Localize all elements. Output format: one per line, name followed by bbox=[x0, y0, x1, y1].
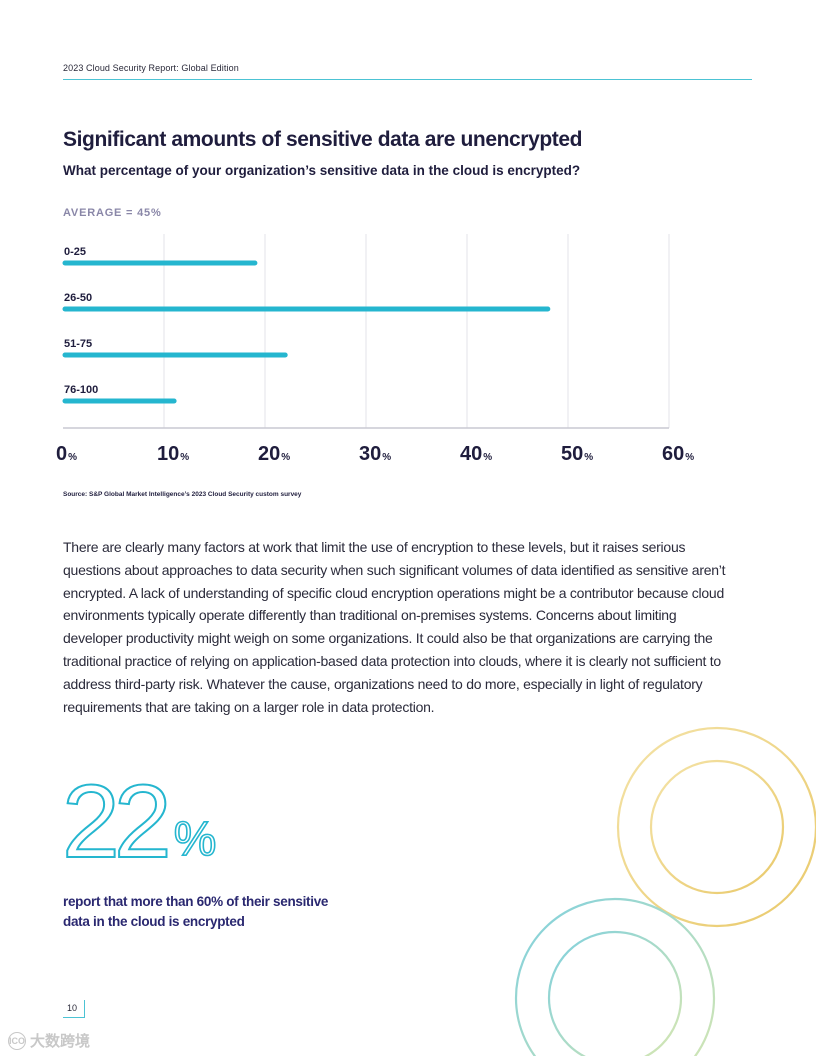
report-header: 2023 Cloud Security Report: Global Editi… bbox=[63, 63, 239, 73]
tick-label: 50% bbox=[561, 443, 593, 465]
stat-caption: report that more than 60% of their sensi… bbox=[63, 894, 329, 929]
body-paragraph: There are clearly many factors at work t… bbox=[63, 539, 726, 715]
bar-label: 0-25 bbox=[64, 246, 86, 258]
stat-value: 22 bbox=[61, 764, 173, 880]
tick-label: 40% bbox=[460, 443, 492, 465]
bar-label: 51-75 bbox=[64, 338, 92, 350]
tick-label: 30% bbox=[359, 443, 391, 465]
page-number: 10 bbox=[63, 1000, 85, 1018]
watermark-logo-icon: ICO bbox=[8, 1031, 26, 1050]
ring-gold-outer bbox=[616, 726, 816, 928]
ring-gold-inner bbox=[649, 759, 785, 895]
stat-unit: % bbox=[173, 812, 217, 867]
section-title: Significant amounts of sensitive data ar… bbox=[63, 128, 583, 151]
header-rule bbox=[63, 79, 752, 80]
average-label: AVERAGE = 45% bbox=[63, 207, 162, 219]
tick-label: 60% bbox=[662, 443, 694, 465]
tick-label: 10% bbox=[157, 443, 189, 465]
tick-label: 0% bbox=[56, 443, 77, 465]
chart-source: Source: S&P Global Market Intelligence’s… bbox=[63, 491, 302, 498]
bar-label: 26-50 bbox=[64, 292, 92, 304]
ring-teal-outer bbox=[514, 897, 716, 1056]
watermark: ICO 大数跨境 bbox=[8, 1030, 90, 1051]
ring-teal-inner bbox=[547, 930, 683, 1056]
survey-question: What percentage of your organization’s s… bbox=[63, 163, 581, 178]
tick-label: 20% bbox=[258, 443, 290, 465]
encryption-bar-chart: 0-25 26-50 51-75 76-100 0% 10% 20% 30% 40% 50% 60% bbox=[56, 234, 694, 465]
bar-label: 76-100 bbox=[64, 384, 98, 396]
watermark-text: 大数跨境 bbox=[30, 1033, 91, 1050]
stat-callout: 22 % bbox=[61, 764, 217, 880]
